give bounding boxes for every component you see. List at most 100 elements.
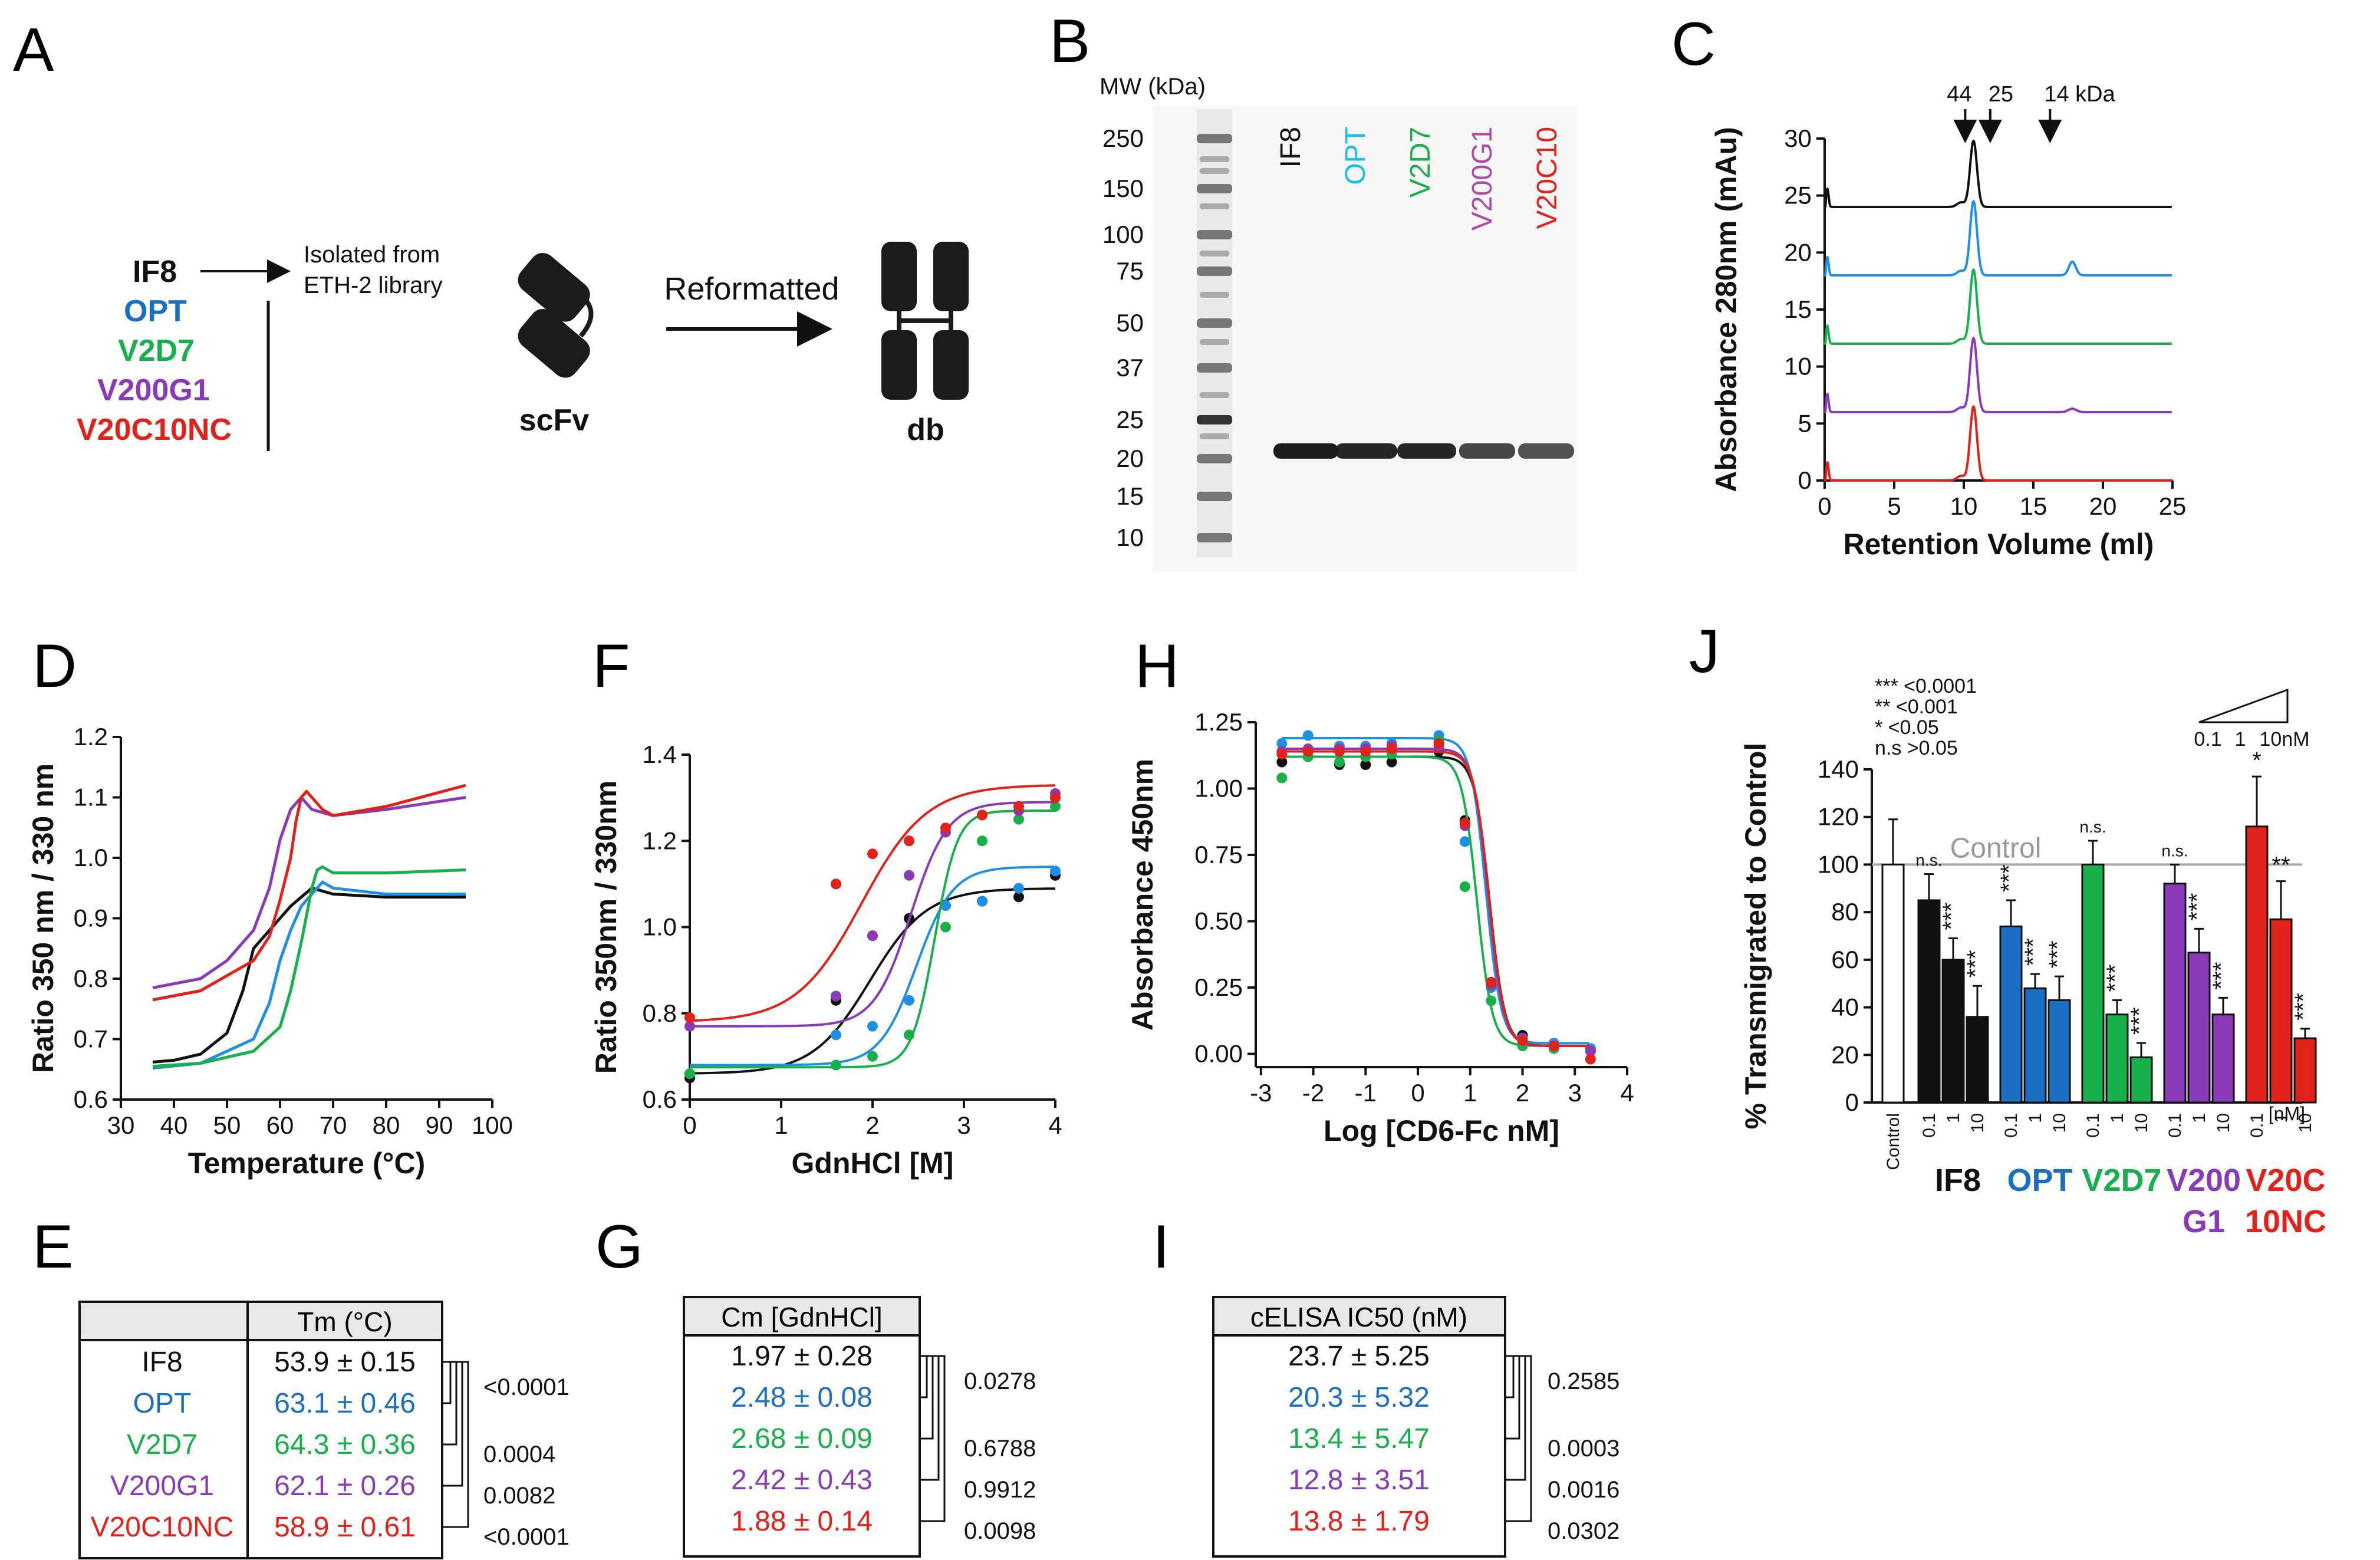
x-tick-label: 90 xyxy=(426,1111,453,1139)
lane-label: OPT xyxy=(1340,127,1371,185)
y-tick-label: 0 xyxy=(1845,1088,1859,1116)
x-tick-label: 0.1 xyxy=(2083,1113,2103,1138)
ladder-band xyxy=(1197,492,1232,501)
mw-marker-label: 14 kDa xyxy=(2044,82,2115,107)
fit-curve-v2d7 xyxy=(1282,755,1590,1047)
ic50-table-header xyxy=(1212,1296,1506,1337)
significance-legend-item: ** <0.001 xyxy=(1875,696,1958,718)
x-tick-label: -1 xyxy=(1355,1079,1377,1107)
x-tick-label: 80 xyxy=(373,1111,400,1139)
data-point xyxy=(977,896,987,907)
scfv-icon xyxy=(518,253,594,378)
bar xyxy=(1917,899,1941,1104)
x-tick-label: 0.1 xyxy=(2165,1113,2185,1138)
x-tick-label: 1 xyxy=(1463,1079,1477,1107)
tm-row-value: 62.1 ± 0.26 xyxy=(274,1470,416,1502)
bar xyxy=(2293,1037,2317,1104)
data-point xyxy=(940,921,951,933)
group-label: V200 xyxy=(2167,1163,2241,1198)
lane-label: V200G1 xyxy=(1467,127,1498,231)
data-point xyxy=(1050,801,1061,812)
data-point xyxy=(867,930,878,942)
ladder-lane xyxy=(1197,109,1232,557)
data-point xyxy=(1386,756,1397,768)
data-point xyxy=(1013,883,1024,894)
x-axis-title: GdnHCl [M] xyxy=(792,1147,954,1180)
comparison-bracket xyxy=(443,1361,452,1404)
ladder-band xyxy=(1200,292,1229,298)
variant-v20c10nc: V20C10NC xyxy=(77,413,232,447)
data-point xyxy=(831,990,841,1002)
data-point xyxy=(977,809,987,821)
y-tick-label: 1.4 xyxy=(643,740,677,768)
x-tick-label: 4 xyxy=(1048,1111,1062,1139)
p-value-label: 0.0082 xyxy=(483,1483,555,1509)
p-value-label: 0.6788 xyxy=(964,1436,1036,1462)
db-label: db xyxy=(907,413,944,447)
protein-band xyxy=(1273,443,1338,459)
mw-marker-label: 75 xyxy=(1116,257,1144,285)
p-value-label: 0.2585 xyxy=(1548,1368,1619,1394)
bar xyxy=(2129,1056,2153,1104)
significance-mark: *** xyxy=(2290,993,2316,1021)
mw-marker-label: 25 xyxy=(1989,82,2013,107)
panel-g: G Cm [GdnHCl] 1.97 ± 0.28 2.48 ± 0.08 2.68… xyxy=(595,1213,1036,1558)
variant-v2d7: V2D7 xyxy=(118,334,195,368)
data-point xyxy=(940,822,951,834)
tm-row-value: 53.9 ± 0.15 xyxy=(274,1347,416,1378)
protein-band xyxy=(1335,443,1397,459)
cm-row-value: 1.88 ± 0.14 xyxy=(731,1506,873,1537)
variant-opt: OPT xyxy=(124,294,187,328)
bar xyxy=(2163,883,2187,1104)
significance-mark: n.s. xyxy=(2079,818,2106,836)
x-tick-label: 10 xyxy=(2296,1113,2315,1133)
x-axis-title: Temperature (°C) xyxy=(188,1147,425,1180)
mw-marker-labels: 250 150 100 75 50 37 25 20 15 10 xyxy=(1102,124,1144,551)
comparison-bracket xyxy=(1506,1355,1526,1481)
bar xyxy=(1941,959,1965,1104)
p-value-label: 0.0278 xyxy=(964,1368,1036,1394)
data-point xyxy=(1459,818,1470,828)
tm-row-name: V2D7 xyxy=(127,1429,197,1460)
cm-table-header xyxy=(683,1296,921,1337)
x-tick-label: 25 xyxy=(2159,492,2187,520)
significance-mark: *** xyxy=(1996,864,2022,892)
y-axis-title: Ratio 350 nm / 330 nm xyxy=(27,763,60,1073)
ladder-band xyxy=(1200,392,1229,398)
group-label: V2D7 xyxy=(2082,1163,2161,1198)
data-point xyxy=(1276,738,1288,749)
x-tick-label: 0.1 xyxy=(2002,1113,2021,1138)
x-tick-label: -2 xyxy=(1302,1079,1324,1107)
control-line-label: Control xyxy=(1950,832,2042,864)
significance-mark: *** xyxy=(2020,938,2046,966)
y-axis-title: Ratio 350nm / 330nm xyxy=(590,781,623,1074)
data-point xyxy=(1360,759,1371,770)
x-tick-label: 1 xyxy=(2272,1113,2291,1123)
data-point xyxy=(1486,995,1497,1006)
sec-trace-v200g1 xyxy=(1823,337,2172,413)
cm-rows: 1.97 ± 0.28 2.48 ± 0.08 2.68 ± 0.09 2.42 ± … xyxy=(731,1341,1036,1544)
bar xyxy=(2211,1013,2235,1104)
data-point xyxy=(684,1012,695,1023)
data-point xyxy=(1334,756,1345,768)
panel-letter: F xyxy=(592,632,630,700)
y-tick-label: 30 xyxy=(1784,124,1812,152)
tm-row-name: OPT xyxy=(133,1388,192,1419)
comparison-bracket xyxy=(920,1355,940,1481)
data-point xyxy=(1517,1035,1528,1046)
mw-marker-label: 25 xyxy=(1116,406,1144,433)
y-axis-title: % Transmigrated to Control xyxy=(1739,743,1772,1130)
y-tick-label: 0.50 xyxy=(1194,907,1243,935)
y-tick-label: 1.1 xyxy=(74,784,108,811)
p-value-label: 0.0098 xyxy=(964,1518,1036,1544)
y-tick-label: 80 xyxy=(1831,898,1859,926)
scfv-label: scFv xyxy=(519,403,590,437)
tm-row-name: V200G1 xyxy=(110,1470,214,1502)
panel-b: B MW (kDa) 250 150 100 75 50 37 25 20 15 10 IF8 OP… xyxy=(1049,7,1577,572)
data-point xyxy=(867,1051,878,1062)
y-tick-label: 140 xyxy=(1818,755,1859,783)
mw-marker-label: 250 xyxy=(1102,124,1144,152)
significance-mark: * xyxy=(2252,748,2262,774)
p-value-label: 0.9912 xyxy=(964,1477,1036,1503)
x-tick-label: 10 xyxy=(2050,1113,2069,1133)
